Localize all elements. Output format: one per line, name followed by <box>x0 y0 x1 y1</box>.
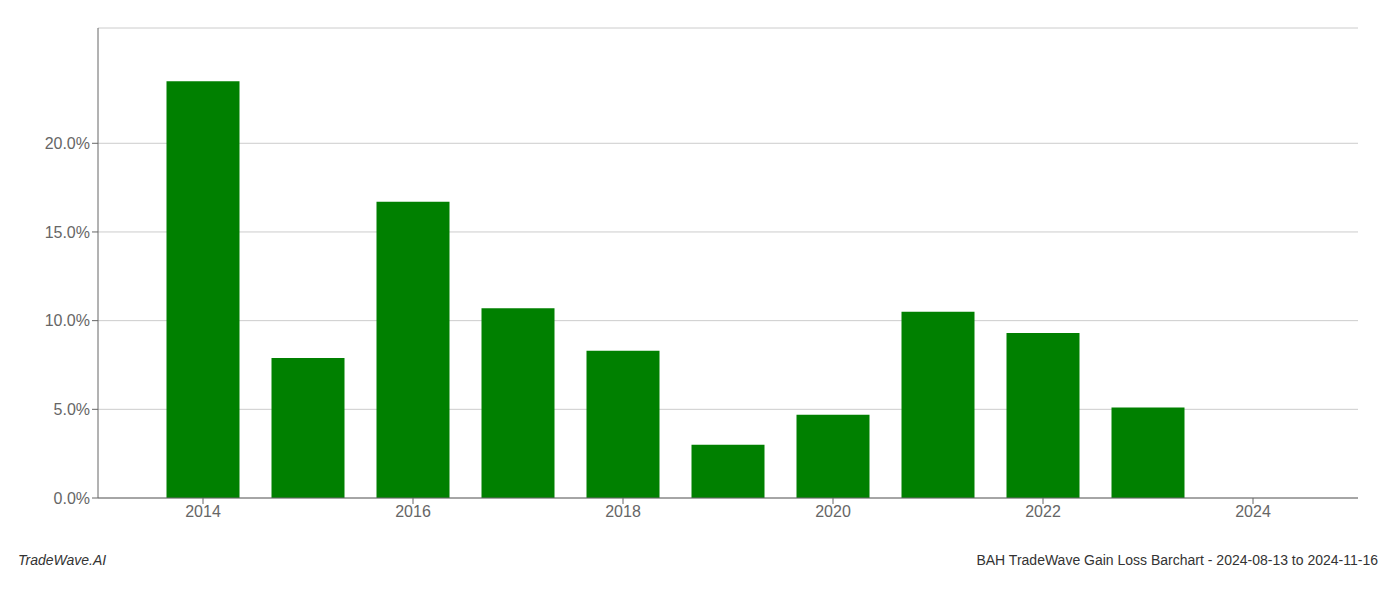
svg-text:0.0%: 0.0% <box>54 490 90 507</box>
svg-text:20.0%: 20.0% <box>45 135 90 152</box>
svg-text:2016: 2016 <box>395 503 431 520</box>
svg-text:5.0%: 5.0% <box>54 401 90 418</box>
svg-text:15.0%: 15.0% <box>45 224 90 241</box>
svg-text:2020: 2020 <box>815 503 851 520</box>
svg-text:2018: 2018 <box>605 503 641 520</box>
svg-text:2024: 2024 <box>1235 503 1271 520</box>
html-text:BAH TradeWave Gain Loss Barcha: BAH TradeWave Gain Loss Barchart - 2024-… <box>976 552 1378 568</box>
svg-text:2014: 2014 <box>185 503 221 520</box>
svg-text:10.0%: 10.0% <box>45 312 90 329</box>
html-text:TradeWave.AI: TradeWave.AI <box>18 552 107 568</box>
svg-text:2022: 2022 <box>1025 503 1061 520</box>
